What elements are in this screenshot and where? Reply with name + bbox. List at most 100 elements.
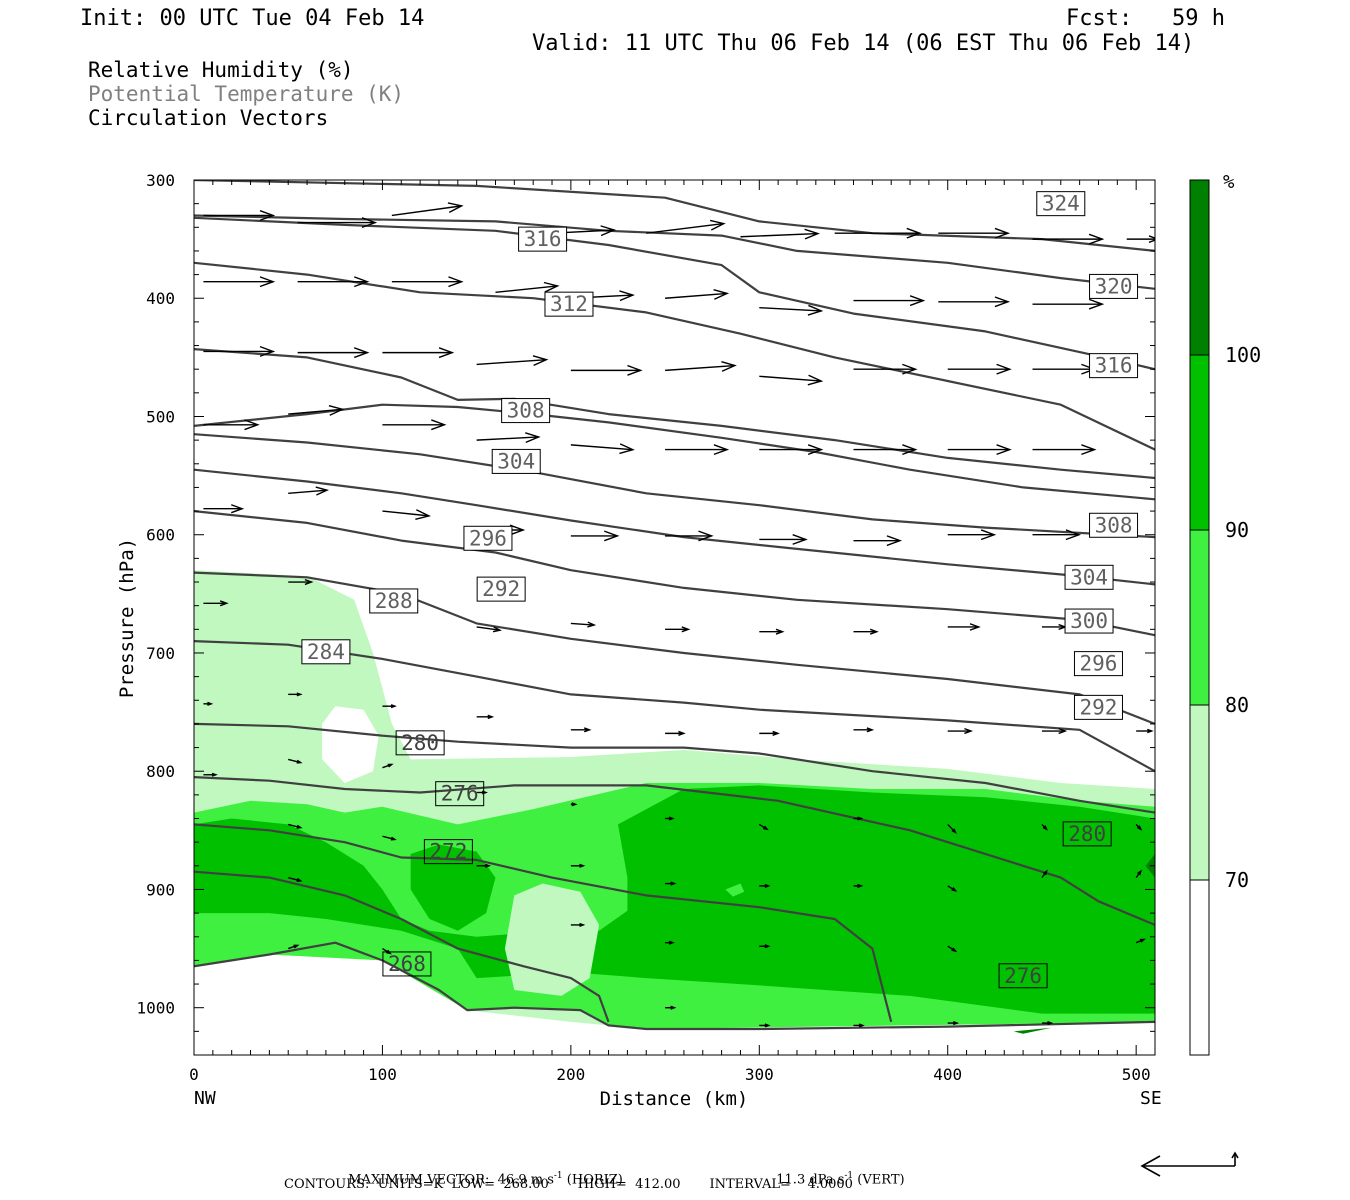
theta-label: 280 xyxy=(1062,821,1112,847)
circulation-vector xyxy=(476,626,502,633)
theta-contour-280 xyxy=(194,776,1155,926)
circulation-vector xyxy=(759,944,771,949)
circulation-vector xyxy=(570,530,620,542)
svg-text:316: 316 xyxy=(1095,354,1133,378)
max-vector-vert-line: 11.3 dPa s-1 (VERT) xyxy=(768,1159,905,1188)
theta-contour-292 xyxy=(194,571,1155,725)
theta-contour-272 xyxy=(194,870,610,1023)
circulation-vector xyxy=(203,772,218,777)
svg-text:308: 308 xyxy=(507,399,545,423)
svg-text:304: 304 xyxy=(1070,565,1108,589)
circulation-vector xyxy=(203,419,260,431)
y-tick-label: 600 xyxy=(146,526,175,545)
theta-contour-268 xyxy=(194,941,1155,1031)
circulation-vector xyxy=(665,730,686,736)
circulation-vector xyxy=(287,944,300,950)
circulation-vector xyxy=(759,1023,771,1028)
circulation-vector xyxy=(476,863,492,868)
x-tick-label: 200 xyxy=(556,1065,585,1084)
circulation-vector xyxy=(758,823,769,831)
theta-contour-284 xyxy=(194,722,1155,814)
theta-label: 324 xyxy=(1036,191,1086,217)
svg-text:272: 272 xyxy=(429,840,467,864)
circulation-vector xyxy=(1032,529,1082,541)
theta-label: 280 xyxy=(395,730,445,756)
circulation-vector xyxy=(570,922,586,927)
circulation-vector xyxy=(947,363,1012,375)
circulation-vector xyxy=(297,217,378,229)
y-axis-label: Pressure (hPa) xyxy=(116,538,138,698)
y-tick-label: 500 xyxy=(146,407,175,426)
theta-label: 308 xyxy=(1089,512,1139,538)
theta-label: 276 xyxy=(435,781,485,807)
circulation-vector xyxy=(1041,1021,1054,1026)
circulation-vector xyxy=(203,504,245,514)
x-tick-label: 400 xyxy=(933,1065,962,1084)
circulation-vector xyxy=(1135,869,1143,879)
theta-contour-layer xyxy=(194,180,1155,1031)
theta-label: 268 xyxy=(382,951,432,977)
circulation-vector xyxy=(203,345,276,357)
theta-label: 288 xyxy=(369,588,419,614)
circulation-vector xyxy=(288,486,330,496)
y-tick-label: 300 xyxy=(146,171,175,190)
max-vector-horiz-label: (HORIZ) xyxy=(562,1172,623,1188)
circulation-vector xyxy=(759,444,824,456)
circulation-vector xyxy=(947,885,958,892)
circulation-vector xyxy=(570,443,635,455)
circulation-vector xyxy=(476,714,495,720)
circulation-vector xyxy=(288,692,303,697)
circulation-vector xyxy=(947,444,1012,456)
colorbar-level-label: 80 xyxy=(1225,693,1249,717)
colorbar-segment xyxy=(1189,879,1210,1056)
circulation-vector xyxy=(203,276,276,288)
circulation-vector xyxy=(288,758,303,764)
contours-info: CONTOURS: UNITS=K LOW= 268.00 HIGH= 412.… xyxy=(284,1177,853,1192)
field-rh: Relative Humidity (%) xyxy=(88,58,354,82)
svg-text:312: 312 xyxy=(550,292,588,316)
svg-text:292: 292 xyxy=(482,577,520,601)
colorbar-segment xyxy=(1189,354,1210,531)
circulation-vector xyxy=(1041,727,1068,735)
theta-label-layer: 324 316 320 312 316 308 304 308 296 304 292 288 300 2… xyxy=(301,191,1139,989)
max-vector-vert-label: (VERT) xyxy=(853,1172,905,1188)
y-tick-label: 400 xyxy=(146,289,175,308)
circulation-vector xyxy=(382,419,447,431)
circulation-vector xyxy=(665,881,677,886)
circulation-vector xyxy=(1136,728,1154,734)
circulation-vector xyxy=(938,296,1011,308)
rh-region-90-2 xyxy=(194,785,1155,1014)
circulation-vector xyxy=(1032,233,1105,245)
rh-hole-0 xyxy=(322,706,379,783)
theta-label: 284 xyxy=(301,639,351,665)
circulation-vector xyxy=(938,227,1011,239)
colorbar-segment xyxy=(1189,704,1210,881)
max-vector-vert-exp: -1 xyxy=(844,1171,854,1181)
circulation-vector xyxy=(834,227,922,239)
circulation-vector xyxy=(476,355,549,366)
circulation-vector xyxy=(853,1023,865,1028)
circulation-vector xyxy=(391,276,464,288)
circulation-vector xyxy=(288,876,303,882)
circulation-vector xyxy=(947,529,997,541)
circulation-vector xyxy=(853,628,879,635)
theta-label: 300 xyxy=(1064,608,1114,634)
circulation-vector xyxy=(297,347,370,359)
theta-label: 304 xyxy=(1064,564,1114,590)
theta-label: 296 xyxy=(463,525,513,551)
theta-contour-296 xyxy=(194,510,1155,637)
colorbar-level-label: 100 xyxy=(1225,343,1261,367)
theta-label: 312 xyxy=(544,291,594,317)
theta-label: 316 xyxy=(518,226,568,252)
theta-label: 292 xyxy=(476,576,526,602)
theta-label: 320 xyxy=(1089,273,1139,299)
init-time: Init: 00 UTC Tue 04 Feb 14 xyxy=(80,6,425,31)
circulation-vector xyxy=(853,295,926,307)
circulation-vector xyxy=(570,863,586,868)
circulation-vector xyxy=(203,600,229,607)
circulation-vector xyxy=(665,1005,677,1010)
circulation-vector xyxy=(382,835,397,841)
circulation-vector xyxy=(391,202,464,217)
svg-text:268: 268 xyxy=(388,952,426,976)
